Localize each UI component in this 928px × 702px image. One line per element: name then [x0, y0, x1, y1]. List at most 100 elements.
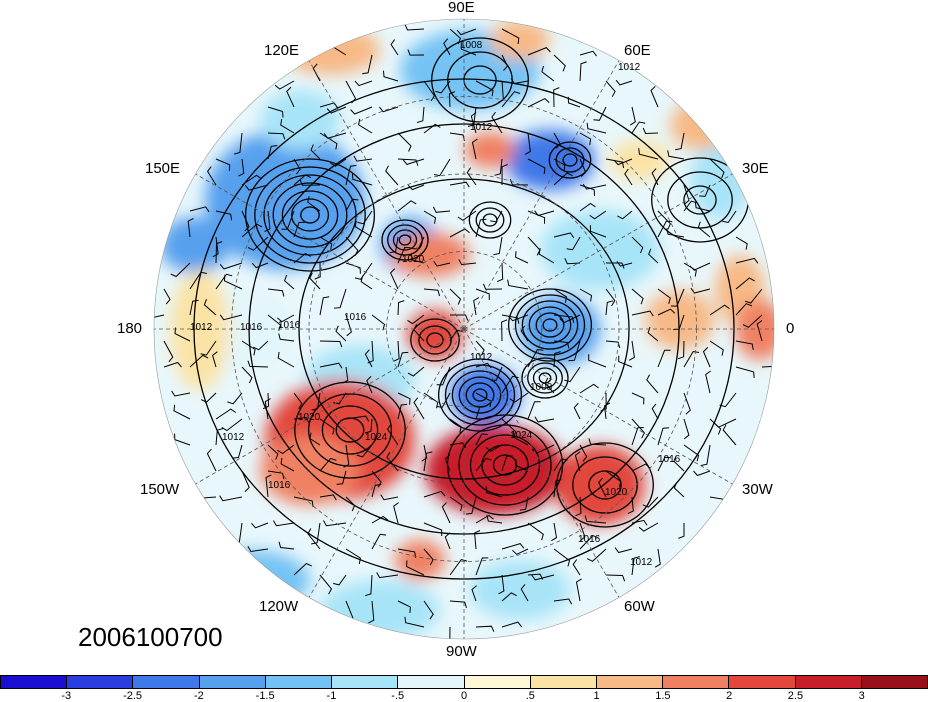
wind-barb	[336, 470, 347, 485]
wind-barb	[470, 112, 477, 134]
wind-barb	[604, 402, 611, 420]
wind-barb	[371, 515, 389, 524]
wind-barb	[613, 158, 633, 166]
wind-barb	[433, 158, 451, 177]
wind-barb	[512, 548, 529, 555]
wind-barb	[605, 80, 616, 97]
wind-barb	[189, 206, 210, 213]
wind-barb	[368, 600, 375, 624]
wind-barb	[200, 392, 217, 403]
isobar	[290, 198, 330, 232]
isobar	[472, 388, 488, 402]
contour-label: 1024	[510, 430, 533, 441]
contour-label: 1008	[530, 382, 553, 393]
wind-barb	[527, 348, 544, 368]
meridian-line	[308, 60, 465, 330]
wind-barb	[628, 340, 635, 361]
wind-barb	[219, 495, 243, 502]
isobar	[521, 357, 569, 399]
wind-barb	[227, 392, 243, 405]
wind-barb	[657, 288, 671, 305]
wind-barb	[189, 354, 209, 368]
wind-barb	[200, 340, 217, 356]
wind-barb	[631, 310, 654, 317]
wind-barb	[709, 418, 722, 435]
wind-barb	[449, 600, 467, 608]
colorbar-swatch	[729, 676, 796, 688]
isobar	[444, 364, 516, 426]
contour-labels: 1008 1012 1012 1020 1016 1016 1012 1020 1024 1012…	[190, 40, 681, 568]
wind-barb	[670, 288, 685, 307]
wind-barb	[206, 166, 217, 186]
wind-barb	[605, 340, 621, 349]
wind-barb	[307, 196, 321, 212]
wind-barb	[293, 221, 306, 238]
wind-barb	[215, 273, 233, 290]
wind-barb	[345, 314, 352, 337]
wind-barb	[617, 210, 633, 220]
wind-barb	[642, 127, 659, 135]
wind-barb	[564, 257, 581, 265]
wind-barb	[357, 210, 373, 225]
wind-barb	[589, 225, 607, 238]
colorbar-tick-label: .5	[525, 690, 535, 702]
wind-barb	[493, 236, 503, 256]
wind-barb	[241, 210, 250, 232]
wind-barb	[683, 262, 697, 277]
lon-label-30e: 30E	[742, 160, 769, 177]
wind-barb	[589, 210, 607, 220]
colorbar-tick-label: 2.5	[787, 690, 804, 702]
isobar	[458, 424, 552, 506]
wind-barb	[436, 392, 451, 408]
meridian-line	[463, 173, 733, 330]
wind-barb	[393, 502, 399, 524]
wind-barb	[588, 354, 607, 368]
wind-barb	[163, 361, 182, 368]
colorbar-tick-label: -.5	[391, 690, 405, 702]
wind-barb	[397, 132, 412, 152]
wind-barb	[423, 490, 446, 498]
wind-barb	[280, 457, 295, 472]
wind-barb	[534, 416, 555, 423]
wind-barb	[450, 314, 469, 321]
wind-barb	[501, 621, 522, 628]
wind-barb	[379, 106, 399, 113]
wind-barb	[475, 625, 495, 632]
wind-barb	[501, 543, 525, 550]
anomaly-patch	[450, 365, 520, 425]
isobar	[418, 325, 452, 355]
wind-barb	[616, 261, 633, 267]
isobar	[667, 171, 733, 229]
wind-barb	[475, 288, 490, 300]
wind-barb	[319, 132, 338, 150]
wind-barb	[170, 262, 191, 278]
isobar	[507, 288, 593, 362]
wind-barb	[423, 123, 441, 134]
wind-barb	[163, 288, 171, 305]
wind-barb	[693, 470, 711, 477]
anomaly-patch	[735, 300, 774, 360]
wind-barb	[402, 158, 425, 165]
isobar	[556, 442, 654, 528]
colorbar-swatch	[861, 676, 928, 688]
isobar	[392, 229, 418, 251]
colorbar-ticks: -3 -2.5 -2 -1.5 -1 -.5 0 .5 1 1.5 2 2.5 3	[0, 690, 928, 702]
wind-barb	[203, 299, 217, 316]
wind-barb	[173, 404, 191, 420]
wind-barb	[631, 236, 644, 254]
wind-barb	[219, 314, 243, 321]
wind-barb	[491, 111, 503, 134]
wind-barb	[675, 132, 685, 151]
wind-barb	[397, 403, 408, 420]
wind-barb	[497, 262, 504, 283]
wind-barb	[657, 456, 671, 472]
wind-barb	[683, 444, 700, 462]
wind-barb	[624, 168, 633, 186]
wind-barb	[501, 91, 521, 108]
anomaly-patch	[260, 90, 340, 150]
wind-barb	[709, 304, 730, 316]
wind-barbs	[154, 24, 774, 639]
wind-barb	[247, 360, 269, 368]
wind-barb	[174, 327, 191, 342]
